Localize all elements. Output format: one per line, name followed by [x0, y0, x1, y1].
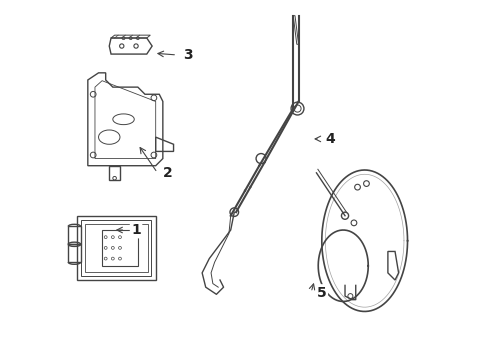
Text: 2: 2 — [163, 166, 173, 180]
Text: 1: 1 — [131, 223, 141, 237]
Text: 5: 5 — [317, 285, 327, 300]
Text: 3: 3 — [183, 48, 193, 62]
Text: 4: 4 — [326, 132, 336, 146]
